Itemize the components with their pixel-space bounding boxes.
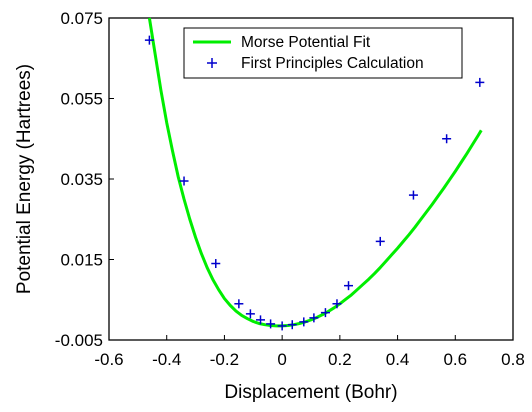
data-point-first-principles	[245, 309, 255, 319]
legend-marker-swatch	[207, 58, 217, 68]
legend: Morse Potential Fit First Principles Cal…	[183, 27, 463, 79]
data-point-first-principles	[375, 236, 385, 246]
data-point-first-principles	[179, 176, 189, 186]
legend-box	[183, 27, 463, 79]
data-point-first-principles	[309, 313, 319, 323]
data-point-first-principles	[234, 299, 244, 309]
data-point-first-principles	[211, 259, 221, 269]
y-tick-label: -0.005	[55, 331, 103, 350]
x-tick-label: 0.6	[443, 350, 467, 369]
x-tick-label: 0.2	[328, 350, 352, 369]
x-axis-ticks: -0.6 -0.4 -0.2 0 0.2 0.4 0.6 0.8	[94, 335, 525, 369]
y-axis-ticks: -0.005 0.015 0.035 0.055 0.075	[55, 9, 114, 350]
data-point-first-principles	[299, 317, 309, 327]
data-point-first-principles	[144, 35, 154, 45]
x-tick-label: 0.4	[386, 350, 410, 369]
y-tick-label: 0.035	[60, 170, 103, 189]
y-axis-title: Potential Energy (Hartrees)	[14, 64, 35, 294]
data-point-first-principles	[256, 315, 265, 325]
x-tick-label: -0.4	[152, 350, 181, 369]
y-tick-label: 0.075	[60, 9, 103, 28]
data-point-first-principles	[344, 281, 354, 291]
x-axis-title: Displacement (Bohr)	[224, 382, 397, 403]
data-point-first-principles	[320, 308, 330, 318]
data-point-first-principles	[475, 77, 485, 87]
x-tick-label: -0.6	[94, 350, 123, 369]
y-tick-label: 0.055	[60, 90, 103, 109]
plot-area	[144, 17, 485, 331]
data-point-first-principles	[408, 190, 418, 200]
x-tick-label: 0	[277, 350, 286, 369]
legend-label-morse-fit: Morse Potential Fit	[241, 34, 371, 51]
legend-label-first-principles: First Principles Calculation	[241, 55, 424, 72]
data-point-first-principles	[332, 299, 342, 309]
data-point-first-principles	[442, 134, 452, 144]
x-tick-label: -0.2	[210, 350, 239, 369]
y-tick-label: 0.015	[60, 251, 103, 270]
data-point-first-principles	[287, 320, 297, 330]
data-point-first-principles	[277, 321, 287, 331]
x-tick-label: 0.8	[501, 350, 525, 369]
data-point-first-principles	[266, 319, 276, 329]
